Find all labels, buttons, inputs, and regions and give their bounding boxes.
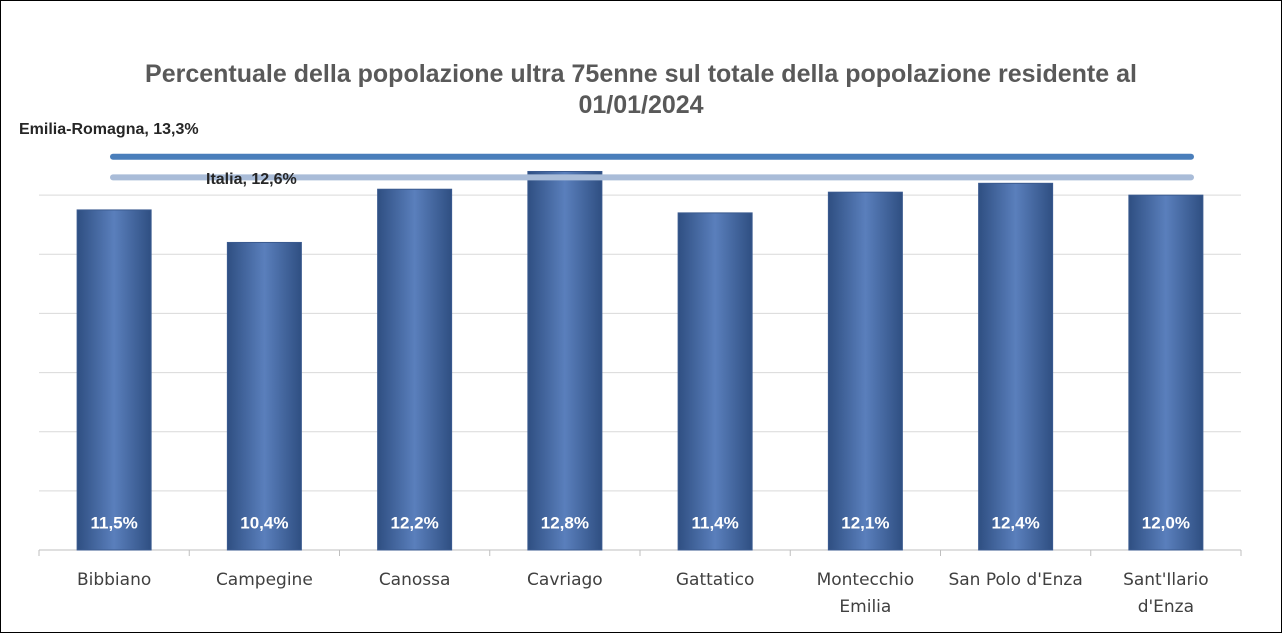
bar bbox=[677, 212, 753, 551]
x-tick-label: Montecchio Emilia bbox=[816, 570, 915, 617]
x-tick-label: Cavriago bbox=[527, 570, 603, 590]
bar bbox=[226, 241, 302, 551]
value-label: 12,2% bbox=[391, 513, 439, 532]
bar bbox=[827, 191, 903, 551]
x-tick-label: Bibbiano bbox=[76, 570, 152, 590]
bar bbox=[978, 182, 1054, 551]
value-label: 12,4% bbox=[992, 513, 1040, 532]
value-label: 12,1% bbox=[841, 513, 889, 532]
bar bbox=[377, 188, 453, 551]
bar bbox=[76, 209, 152, 551]
bar bbox=[1128, 194, 1204, 551]
value-label: 11,5% bbox=[90, 513, 137, 532]
value-label: 11,4% bbox=[691, 513, 738, 532]
value-label: 12,0% bbox=[1142, 513, 1190, 532]
chart-title: Percentuale della popolazione ultra 75en… bbox=[145, 60, 1137, 119]
value-label: 10,4% bbox=[240, 513, 288, 532]
reference-label: Italia, 12,6% bbox=[206, 171, 297, 189]
reference-label: Emilia-Romagna, 13,3% bbox=[19, 120, 199, 138]
x-tick-label: Canossa bbox=[378, 570, 451, 590]
bar bbox=[527, 170, 603, 551]
x-tick-label: Campegine bbox=[215, 570, 313, 590]
x-tick-label: Gattatico bbox=[675, 570, 755, 590]
x-tick-label: San Polo d'Enza bbox=[948, 570, 1083, 590]
x-tick-label: Sant'Ilario d'Enza bbox=[1123, 570, 1209, 617]
value-label: 12,8% bbox=[541, 513, 589, 532]
